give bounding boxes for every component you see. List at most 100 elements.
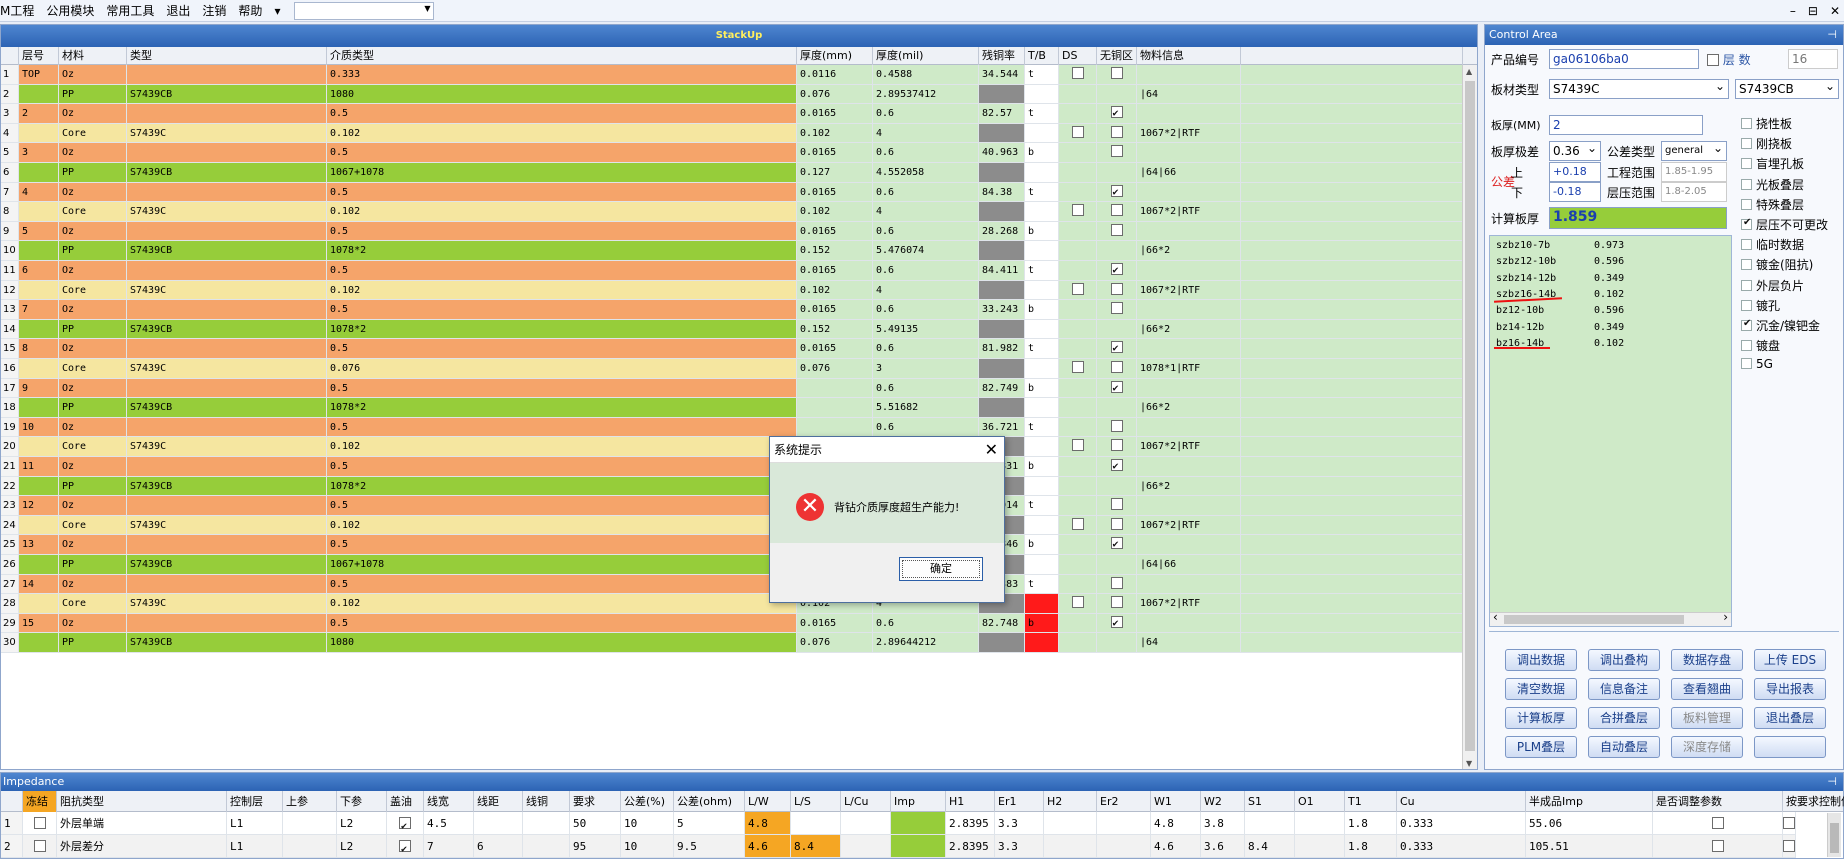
cell-material-info[interactable] <box>1137 496 1241 516</box>
cell-medium[interactable]: 0.5 <box>327 457 797 477</box>
cell-copper[interactable]: 82.748 <box>979 613 1025 634</box>
ds-checkbox[interactable] <box>1071 439 1084 452</box>
cell-material[interactable]: Oz <box>59 300 127 320</box>
imp-cell[interactable]: 6 <box>474 835 523 858</box>
imp-col-header[interactable]: 线铜 <box>523 791 570 812</box>
cell-type[interactable] <box>127 417 327 438</box>
col-thk-mil-header[interactable]: 厚度(mil) <box>873 47 979 65</box>
cell-medium[interactable]: 0.076 <box>327 359 797 379</box>
impedance-row[interactable]: 2外层差分L1L27695109.54.68.42.83953.34.63.68… <box>1 835 1843 858</box>
imp-cell[interactable]: 9.5 <box>674 835 745 858</box>
option-checkbox[interactable] <box>1741 118 1752 129</box>
cell-medium[interactable]: 1067+1078 <box>327 163 797 183</box>
cell-medium[interactable]: 1078*2 <box>327 476 797 497</box>
cell-type[interactable]: S7439CB <box>127 398 327 418</box>
imp-col-header[interactable]: 公差(%) <box>621 791 674 812</box>
cell-layer[interactable] <box>19 437 59 457</box>
cell-medium[interactable]: 0.5 <box>327 261 797 281</box>
imp-col-header[interactable]: Er1 <box>995 791 1044 812</box>
cell-material-info[interactable] <box>1137 613 1241 634</box>
option-checkbox[interactable] <box>1741 138 1752 150</box>
cell-layer[interactable] <box>19 515 59 536</box>
cell-material-info[interactable]: 1067*2|RTF <box>1137 202 1241 222</box>
cell-layer[interactable]: 10 <box>19 417 59 438</box>
tol-type-select[interactable]: general <box>1661 141 1727 161</box>
menu-project[interactable]: M工程 <box>0 3 35 18</box>
cell-nocopper[interactable] <box>1097 261 1137 281</box>
cell-material-info[interactable] <box>1137 378 1241 399</box>
imp-cell[interactable]: 8.4 <box>1245 835 1295 858</box>
solder-mask-checkbox[interactable] <box>399 838 411 857</box>
stackup-row[interactable]: 10 PP S7439CB 1078*2 0.152 5.476074 |66*2 <box>1 241 1463 264</box>
cell-copper[interactable] <box>979 163 1025 183</box>
imp-col-header[interactable]: 下参 <box>337 791 387 812</box>
stackup-row[interactable]: 19 10 Oz 0.5 0.6 36.721 t <box>1 417 1463 441</box>
adjust-checkbox[interactable] <box>1711 840 1724 852</box>
cell-material-info[interactable]: 1067*2|RTF <box>1137 515 1241 536</box>
imp-cell[interactable]: L2 <box>337 835 387 858</box>
cell-tb[interactable]: b <box>1025 378 1059 399</box>
cell-material[interactable]: Oz <box>59 261 127 281</box>
imp-cell[interactable] <box>1653 812 1783 835</box>
cell-copper[interactable]: 36.721 <box>979 417 1025 438</box>
nocopper-checkbox[interactable] <box>1110 339 1123 358</box>
imp-cell[interactable] <box>523 835 570 858</box>
cell-medium[interactable]: 1078*2 <box>327 319 797 340</box>
cell-material[interactable]: Oz <box>59 339 127 359</box>
cell-material[interactable]: Oz <box>59 574 127 595</box>
cell-type[interactable]: S7439CB <box>127 319 327 340</box>
cell-layer[interactable]: 5 <box>19 221 59 242</box>
imp-cell[interactable] <box>791 812 841 835</box>
cell-ds[interactable] <box>1059 555 1097 575</box>
cell-ds[interactable] <box>1059 163 1097 183</box>
cell-nocopper[interactable] <box>1097 300 1137 320</box>
cell-layer[interactable] <box>19 123 59 144</box>
cell-medium[interactable]: 0.5 <box>327 535 797 555</box>
col-rownum-header[interactable] <box>1 47 19 65</box>
option-2[interactable]: 盲埋孔板 <box>1741 155 1804 172</box>
cell-type[interactable]: S7439C <box>127 123 327 144</box>
imp-cell[interactable]: 外层单端 <box>57 812 227 835</box>
cell-medium[interactable]: 0.5 <box>327 143 797 163</box>
cell-type[interactable] <box>127 104 327 124</box>
cell-layer[interactable]: 8 <box>19 339 59 359</box>
cell-layer[interactable]: 15 <box>19 613 59 634</box>
imp-cell[interactable] <box>841 812 891 835</box>
cell-thk-mm[interactable]: 0.152 <box>797 241 873 261</box>
imp-cell[interactable]: 3.6 <box>1201 835 1245 858</box>
imp-cell[interactable]: 2.8395 <box>946 812 995 835</box>
cell-nocopper[interactable] <box>1097 535 1137 555</box>
button-5[interactable]: 信息备注 <box>1588 678 1660 700</box>
stackup-row[interactable]: 8 Core S7439C 0.102 0.102 4 1067*2|RTF <box>1 202 1463 225</box>
cell-nocopper[interactable] <box>1097 182 1137 203</box>
cell-copper[interactable]: 40.963 <box>979 143 1025 163</box>
option-0[interactable]: 挠性板 <box>1741 115 1792 132</box>
ds-checkbox[interactable] <box>1071 282 1084 295</box>
cell-material-info[interactable] <box>1137 574 1241 595</box>
imp-cell[interactable]: 95 <box>570 835 621 858</box>
imp-cell[interactable]: 2.8395 <box>946 835 995 858</box>
adjust-checkbox[interactable] <box>1711 817 1724 829</box>
cell-type[interactable]: S7439C <box>127 359 327 379</box>
cell-material-info[interactable] <box>1137 535 1241 555</box>
imp-col-header[interactable]: 阻抗类型 <box>57 791 227 812</box>
cell-thk-mm[interactable]: 0.0165 <box>797 261 873 281</box>
pin-icon[interactable]: ⊣ <box>1827 28 1837 41</box>
menu-combo[interactable]: ▼ <box>294 1 435 20</box>
cell-ds[interactable] <box>1059 84 1097 105</box>
cell-nocopper[interactable] <box>1097 437 1137 457</box>
cell-copper[interactable]: 84.38 <box>979 182 1025 203</box>
layers-input[interactable]: 16 <box>1788 49 1838 69</box>
imp-cell[interactable] <box>283 835 337 858</box>
imp-col-header[interactable]: Er2 <box>1097 791 1151 812</box>
cell-copper[interactable]: 82.749 <box>979 378 1025 399</box>
imp-col-header[interactable]: Cu <box>1397 791 1526 812</box>
button-1[interactable]: 调出叠构 <box>1588 649 1660 671</box>
cell-medium[interactable]: 1078*2 <box>327 241 797 261</box>
cell-nocopper[interactable] <box>1097 515 1137 536</box>
layers-checkbox[interactable] <box>1707 53 1719 66</box>
cell-ds[interactable] <box>1059 123 1097 144</box>
cell-material[interactable]: Oz <box>59 457 127 477</box>
cell-copper[interactable] <box>979 319 1025 340</box>
cell-type[interactable] <box>127 574 327 595</box>
